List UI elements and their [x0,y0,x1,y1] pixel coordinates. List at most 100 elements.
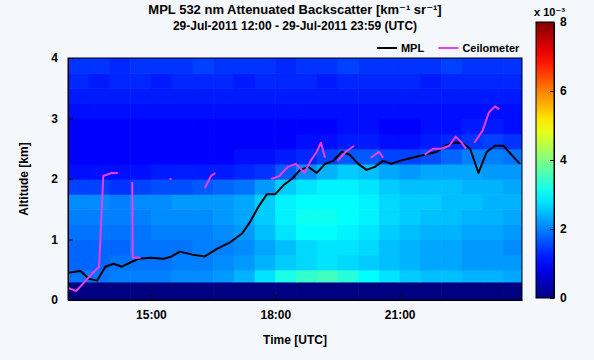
heat-cell [151,88,172,104]
heat-cell [379,73,400,89]
heat-cell [483,88,504,104]
heat-cell [358,58,379,74]
heat-cell [441,119,462,135]
heat-cell [192,119,213,135]
heat-cell [234,103,255,119]
heat-cell [109,164,130,180]
heat-cell [441,103,462,119]
heat-cell [317,194,338,210]
heat-cell [483,179,504,195]
heat-cell [420,179,441,195]
heat-cell [400,164,421,180]
y-tick-label: 1 [51,233,58,247]
heat-cell [234,88,255,104]
heat-cell [234,179,255,195]
heat-cell [379,209,400,225]
heat-cell [109,255,130,271]
colorbar-tick-label: 4 [560,153,567,167]
heat-cell [234,164,255,180]
heat-cell [130,88,151,104]
heat-cell [358,255,379,271]
heat-cell [234,194,255,210]
heat-cell [400,270,421,283]
heat-cell [275,88,296,104]
y-tick-label: 3 [51,112,58,126]
heat-cell [420,270,441,283]
heat-cell [400,73,421,89]
heat-cell [483,73,504,89]
heat-cell [68,255,89,271]
heat-cell [130,270,151,283]
heat-cell [296,255,317,271]
heat-cell [109,270,130,283]
heat-cell [275,179,296,195]
heat-cell [234,255,255,271]
y-tick: 1 [51,233,73,247]
heat-cell [192,58,213,74]
heat-cell [441,282,462,300]
heat-cell [400,255,421,271]
heat-cell [317,282,338,300]
heat-cell [400,224,421,240]
heat-cell [441,164,462,180]
heat-cell [151,73,172,89]
heat-cell [213,224,234,240]
heat-cell [172,134,193,150]
heat-cell [462,119,483,135]
heat-cell [503,224,522,240]
heat-cell [275,270,296,283]
heat-cell [296,88,317,104]
heat-cell [503,240,522,256]
heat-cell [255,103,276,119]
heat-cell [151,209,172,225]
heat-cell [109,194,130,210]
heat-cell [109,103,130,119]
x-tick-mark [151,295,152,300]
heat-cell [400,209,421,225]
heat-cell [462,255,483,271]
heat-cell [503,194,522,210]
heat-cell [420,194,441,210]
heat-cell [130,134,151,150]
heat-cell [503,164,522,180]
heat-cell [234,149,255,165]
heat-cell [441,255,462,271]
y-tick: 3 [51,112,73,126]
heat-cell [441,224,462,240]
heat-cell [109,282,130,300]
heat-cell [379,58,400,74]
heat-cell [89,209,110,225]
heat-cell [172,194,193,210]
heat-cell [130,58,151,74]
subtitle: 29-Jul-2011 12:00 - 29-Jul-2011 23:59 (U… [173,19,417,33]
heat-cell [255,209,276,225]
heat-cell [358,134,379,150]
heat-cell [337,282,358,300]
y-tick-mark [68,240,73,241]
heat-cell [379,179,400,195]
heat-cell [68,164,89,180]
heat-cell [420,209,441,225]
heat-cell [420,134,441,150]
heat-cell [400,194,421,210]
y-axis: 01234 [51,51,73,307]
heat-cell [420,224,441,240]
x-tick: 21:00 [385,295,416,322]
heat-cell [275,194,296,210]
heat-cell [192,224,213,240]
heat-cell [503,103,522,119]
heat-cell [234,270,255,283]
legend-swatch [438,47,458,49]
heat-cell [255,224,276,240]
heat-cell [503,270,522,283]
heat-cell [358,73,379,89]
heat-cell [483,282,504,300]
y-axis-title: Altitude [km] [17,142,31,215]
heat-cell [89,179,110,195]
x-tick-label: 15:00 [136,308,167,322]
heat-cell [213,194,234,210]
heat-cell [89,119,110,135]
heat-cell [192,134,213,150]
heat-cell [255,179,276,195]
heat-cell [503,134,522,150]
